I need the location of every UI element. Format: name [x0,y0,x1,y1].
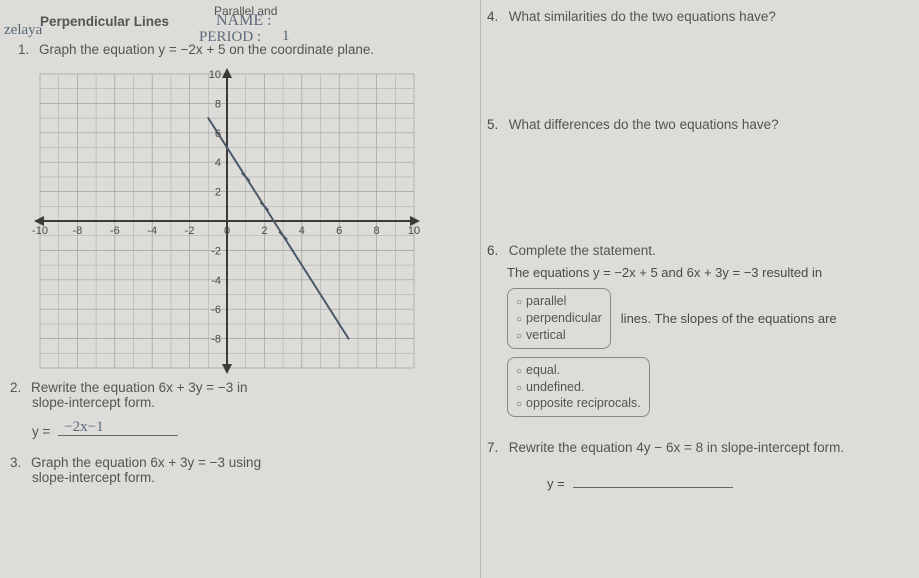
svg-text:-4: -4 [211,275,221,287]
svg-text:-8: -8 [211,334,221,346]
q2-answer-line[interactable]: −2x−1 [58,435,178,436]
svg-text:2: 2 [261,225,267,237]
q6-options-a[interactable]: ○parallel ○perpendicular ○vertical [507,288,611,349]
q7-number: 7. [487,440,498,455]
q6-number: 6. [487,243,498,258]
q4-number: 4. [487,9,498,24]
left-column: Parallel and Perpendicular Lines NAME : … [0,0,480,578]
q7-text: Rewrite the equation 4y − 6x = 8 in slop… [509,440,844,455]
svg-text:-4: -4 [147,225,157,237]
svg-text:2: 2 [215,187,221,199]
svg-text:-10: -10 [32,225,48,237]
q6-mid-text: lines. The slopes of the equations are [621,311,905,326]
q4-text: What similarities do the two equations h… [509,9,776,24]
q3: 3. Graph the equation 6x + 3y = −3 using… [10,455,470,485]
svg-text:8: 8 [374,225,380,237]
q2-handwritten: −2x−1 [64,419,103,436]
svg-text:-6: -6 [211,304,221,316]
svg-text:10: 10 [209,69,221,81]
q6-text: Complete the statement. [509,243,656,258]
svg-text:8: 8 [215,98,221,110]
q7-answer-line[interactable] [573,487,733,488]
opt-equal: equal. [526,363,560,377]
svg-text:-8: -8 [73,225,83,237]
svg-text:-6: -6 [110,225,120,237]
q3-text-b: slope-intercept form. [32,470,155,485]
svg-text:-2: -2 [185,225,195,237]
q3-text-a: Graph the equation 6x + 3y = −3 using [31,455,261,470]
q7-y-label: y = [547,476,565,491]
q2-y-label: y = [32,424,50,439]
q5-number: 5. [487,117,498,132]
q3-number: 3. [10,455,21,470]
right-column: Charie zelaya 4. What similarities do th… [480,0,919,578]
q2: 2. Rewrite the equation 6x + 3y = −3 in … [10,380,470,439]
opt-vertical: vertical [526,328,566,342]
opt-undefined: undefined. [526,380,584,394]
opt-opposite: opposite reciprocals. [526,396,641,410]
q1-number: 1. [18,42,29,57]
svg-text:4: 4 [215,157,221,169]
q2-text-a: Rewrite the equation 6x + 3y = −3 in [31,380,248,395]
q2-text-b: slope-intercept form. [32,395,155,410]
q5-text: What differences do the two equations ha… [509,117,779,132]
svg-text:4: 4 [299,225,305,237]
svg-text:0: 0 [224,225,230,237]
q1-text: Graph the equation y = −2x + 5 on the co… [39,42,374,57]
opt-perpendicular: perpendicular [526,311,602,325]
svg-text:6: 6 [336,225,342,237]
q6-options-b[interactable]: ○equal. ○undefined. ○opposite reciprocal… [507,357,650,418]
q2-number: 2. [10,380,21,395]
opt-parallel: parallel [526,294,566,308]
header-title: Perpendicular Lines [40,14,169,30]
period-hand-2: zelaya [4,22,42,39]
q6-statement: The equations y = −2x + 5 and 6x + 3y = … [507,265,905,280]
coordinate-plane: -10-8-6-4-20246810246810-2-4-6-8 [32,66,470,376]
svg-text:-2: -2 [211,245,221,257]
svg-text:10: 10 [408,225,420,237]
